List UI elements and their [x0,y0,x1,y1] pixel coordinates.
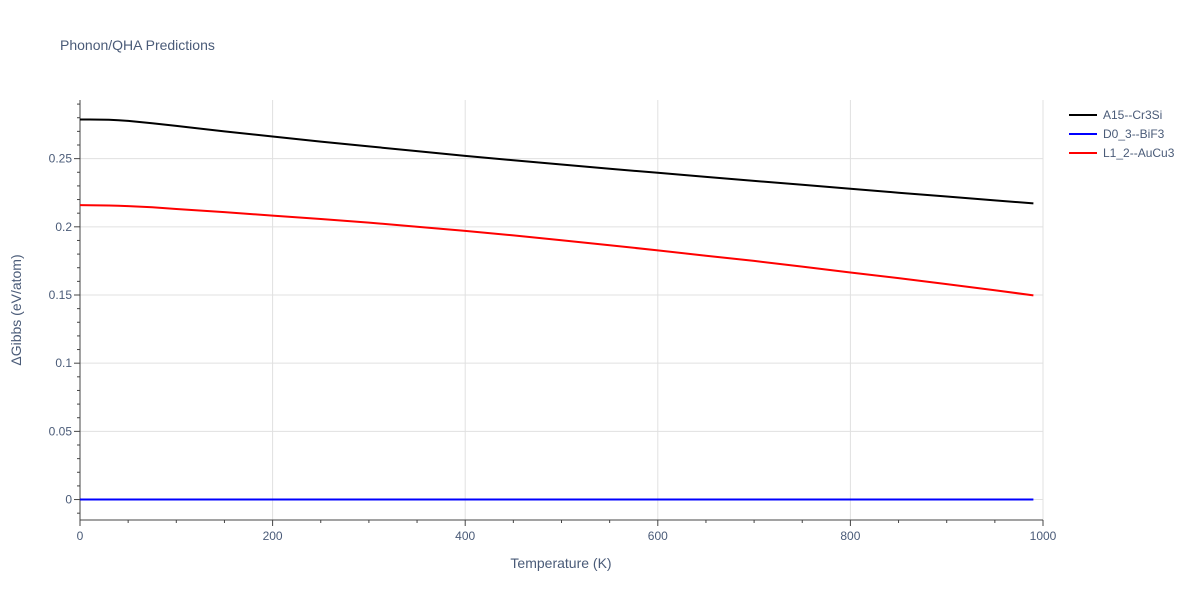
y-axis-title: ΔGibbs (eV/atom) [8,254,24,365]
x-tick-label: 0 [77,529,84,543]
legend-label: D0_3--BiF3 [1103,127,1165,141]
x-tick-label: 400 [455,529,475,543]
x-tick-label: 200 [263,529,283,543]
x-tick-label: 1000 [1030,529,1057,543]
y-tick-label: 0.2 [55,220,72,234]
chart-title: Phonon/QHA Predictions [60,37,215,53]
y-tick-label: 0.05 [49,424,73,438]
y-tick-label: 0.25 [49,152,73,166]
x-axis-title: Temperature (K) [510,555,611,571]
series-line-1 [80,118,1034,205]
x-tick-label: 800 [840,529,860,543]
y-tick-label: 0.1 [55,356,72,370]
legend-label: L1_2--AuCu3 [1103,146,1175,160]
x-tick-label: 600 [648,529,668,543]
legend-label: A15--Cr3Si [1103,108,1162,122]
grid [80,100,1044,520]
legend: A15--Cr3Si D0_3--BiF3 L1_2--AuCu3 [1069,108,1175,160]
y-tick-label: 0 [65,493,72,507]
plot-area [79,118,1034,501]
y-tick-label: 0.15 [49,288,73,302]
axes: 0 200 400 600 800 1000 0 0.05 0.1 0.15 0.2 0.25 [49,100,1057,543]
series-line-3 [79,204,1034,297]
